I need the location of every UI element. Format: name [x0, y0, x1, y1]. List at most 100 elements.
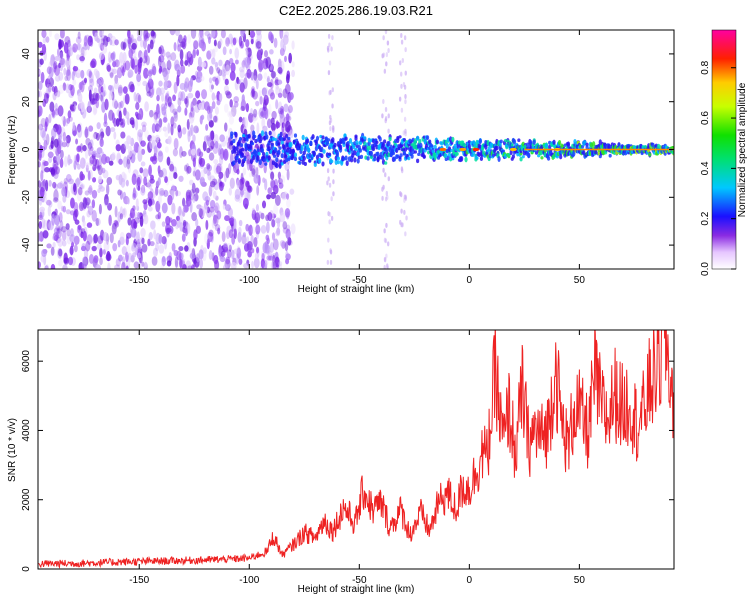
spectrogram-noise-speck [225, 135, 230, 145]
spectrogram-noise-speck [257, 46, 262, 56]
spectrogram-signal-speck [402, 150, 407, 156]
spectrogram-noise-speck [190, 264, 195, 269]
spectrogram-noise-speck [80, 48, 87, 57]
spectrogram-noise-speck [149, 109, 154, 118]
spectrogram-noise-speck [83, 77, 88, 84]
spectrogram-noise-speck [150, 30, 155, 37]
spectrogram-noise-speck [39, 186, 45, 198]
spectrogram-noise-speck [164, 131, 169, 138]
spectrogram-streak-speck [382, 35, 385, 41]
spectrogram-noise-speck [131, 120, 135, 129]
snr-x-tick-label: -150 [129, 575, 149, 586]
spectrogram-noise-speck [110, 127, 116, 133]
spectrogram-noise-speck [156, 141, 162, 149]
spectrogram-streak-speck [403, 197, 406, 203]
spectrogram-signal-speck [411, 149, 415, 155]
spectrogram-noise-speck [109, 232, 114, 244]
spectrogram-noise-speck [123, 38, 129, 48]
spectrogram-noise-speck [206, 50, 212, 60]
spectrogram-noise-speck [122, 86, 128, 94]
spectrogram-noise-speck [224, 90, 231, 96]
spectrogram-noise-speck [173, 81, 178, 94]
spectrogram-noise-speck [99, 257, 103, 266]
spectrogram-noise-speck [190, 30, 197, 39]
spectrogram-noise-speck [158, 54, 165, 63]
spectrogram-x-tick-label: -150 [129, 275, 149, 286]
spectrogram-noise-speck [271, 218, 276, 228]
spectrogram-noise-speck [87, 35, 93, 47]
spectrogram-noise-speck [86, 234, 93, 245]
spectrogram-signal-speck [260, 130, 265, 137]
spectrogram-noise-speck [82, 220, 86, 227]
spectrogram-noise-speck [270, 191, 277, 200]
spectrogram-noise-speck [82, 230, 87, 242]
spectrogram-noise-speck [85, 137, 91, 146]
spectrogram-noise-speck [291, 61, 295, 68]
spectrogram-signal-speck [278, 146, 282, 150]
spectrogram-axes: -150 -100 -50 0 50 -40 -20 0 20 40 [21, 30, 674, 286]
spectrogram-noise-speck [46, 66, 52, 75]
spectrogram-noise-speck [38, 220, 43, 230]
spectrogram-noise-speck [67, 256, 74, 266]
spectrogram-signal-speck [381, 142, 386, 148]
spectrogram-noise-speck [57, 237, 64, 248]
spectrogram-signal-speck [353, 157, 357, 163]
spectrogram-noise-speck [101, 44, 108, 54]
spectrogram-noise-speck [182, 127, 187, 135]
spectrogram-noise-speck [75, 138, 79, 145]
spectrogram-noise-speck [38, 180, 42, 188]
spectrogram-noise-speck [67, 178, 74, 185]
spectrogram-noise-speck [112, 220, 118, 230]
spectrogram-noise-speck [82, 197, 88, 209]
spectrogram-noise-speck [275, 85, 280, 96]
spectrogram-noise-speck [204, 233, 209, 245]
spectrogram-noise-speck [102, 83, 106, 93]
spectrogram-noise-speck [238, 35, 243, 47]
spectrogram-noise-speck [260, 225, 267, 234]
spectrogram-noise-speck [48, 179, 52, 187]
spectrogram-noise-speck [40, 71, 45, 84]
spectrogram-noise-speck [138, 109, 142, 120]
spectrogram-noise-speck [57, 226, 61, 234]
spectrogram-signal-speck [509, 149, 513, 156]
spectrogram-noise-speck [218, 144, 223, 154]
spectrogram-noise-speck [142, 199, 148, 205]
spectrogram-signal-speck [366, 156, 370, 161]
spectrogram-noise-speck [201, 89, 208, 100]
spectrogram-noise-speck [88, 89, 92, 102]
spectrogram-noise-speck [284, 36, 289, 45]
spectrogram-signal-speck [265, 134, 269, 140]
spectrogram-noise-speck [70, 197, 75, 209]
spectrogram-noise-speck [141, 237, 145, 245]
spectrogram-noise-speck [250, 108, 253, 115]
spectrogram-noise-speck [159, 87, 166, 95]
spectrogram-noise-speck [81, 243, 86, 251]
spectrogram-noise-speck [209, 112, 213, 119]
spectrogram-noise-speck [114, 39, 119, 46]
spectrogram-noise-speck [103, 112, 108, 125]
spectrogram-noise-speck [124, 93, 130, 105]
spectrogram-noise-speck [96, 165, 101, 171]
spectrogram-noise-speck [123, 42, 127, 49]
spectrogram-x-tick-label: 50 [574, 275, 586, 286]
spectrogram-noise-speck [196, 49, 200, 56]
spectrogram-noise-speck [260, 258, 266, 269]
spectrogram-noise-speck [273, 203, 278, 216]
spectrogram-noise-speck [115, 258, 121, 267]
spectrogram-signal-speck [410, 153, 414, 159]
spectrogram-signal-speck [280, 140, 284, 145]
spectrogram-noise-speck [83, 198, 88, 205]
spectrogram-signal-speck [354, 135, 358, 142]
spectrogram-noise-speck [181, 150, 187, 157]
spectrogram-noise-speck [55, 224, 61, 231]
spectrogram-streak-speck [328, 212, 332, 218]
spectrogram-signal-speck [336, 156, 340, 161]
spectrogram-signal-speck [238, 137, 243, 141]
spectrogram-noise-speck [96, 78, 102, 88]
spectrogram-noise-speck [262, 99, 267, 112]
spectrogram-signal-speck [511, 154, 515, 159]
spectrogram-streak-speck [399, 60, 402, 66]
spectrogram-noise-speck [198, 39, 205, 49]
spectrogram-streak-speck [384, 118, 387, 124]
spectrogram-noise-speck [208, 249, 213, 261]
